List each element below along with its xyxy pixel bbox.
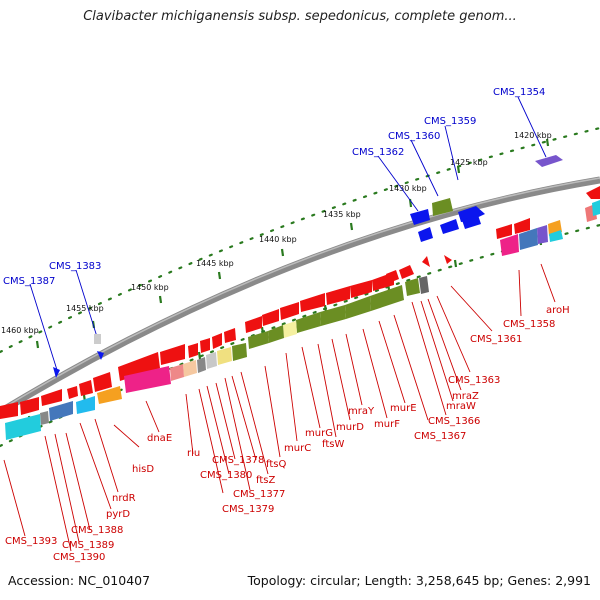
label-cms1379: CMS_1379 — [222, 504, 274, 515]
topology-summary: Topology: circular; Length: 3,258,645 bp… — [247, 573, 591, 588]
gene-cms1362 — [410, 209, 430, 225]
label-rlu: rlu — [187, 448, 200, 459]
gene-cms1387-arrow — [53, 367, 60, 378]
label-cms1354: CMS_1354 — [493, 87, 545, 98]
label-mraZ: mraZ — [452, 391, 479, 402]
label-cms1361: CMS_1361 — [470, 334, 522, 345]
label-cms1366: CMS_1366 — [428, 416, 480, 427]
label-cms1362: CMS_1362 — [352, 147, 404, 158]
label-murG: murG — [305, 428, 333, 439]
gene-cms1383 — [94, 334, 101, 344]
label-ftsZ: ftsZ — [256, 475, 275, 486]
label-cms1389: CMS_1389 — [62, 540, 114, 551]
label-cms1359: CMS_1359 — [424, 116, 476, 127]
ruler-tick-labels: 1420 kbp 1425 kbp 1430 kbp 1435 kbp 1440… — [1, 131, 552, 335]
label-cms1360: CMS_1360 — [388, 131, 440, 142]
label-murE: murE — [390, 403, 417, 414]
tick-label-1450: 1450 kbp — [131, 283, 169, 292]
label-cms1387: CMS_1387 — [3, 276, 55, 287]
label-mraY: mraY — [348, 406, 375, 417]
label-murD: murD — [336, 422, 364, 433]
blue-gene-labels: CMS_1354 CMS_1359 CMS_1360 CMS_1362 CMS_… — [3, 87, 545, 287]
forward-strand-genes — [53, 155, 563, 378]
tick-label-1455: 1455 kbp — [66, 304, 104, 313]
tick-label-1430: 1430 kbp — [389, 184, 427, 193]
label-cms1390: CMS_1390 — [53, 552, 105, 563]
label-pyrD: pyrD — [106, 509, 130, 520]
label-cms1363: CMS_1363 — [448, 375, 500, 386]
label-mraW: mraW — [446, 401, 476, 412]
label-cms1393: CMS_1393 — [5, 536, 57, 547]
label-murC: murC — [284, 443, 311, 454]
gene-cms1360 — [458, 206, 485, 222]
tick-label-1425: 1425 kbp — [450, 158, 488, 167]
red-leader-lines — [3, 263, 556, 552]
tick-label-1435: 1435 kbp — [323, 210, 361, 219]
label-cms1378: CMS_1378 — [212, 455, 264, 466]
label-cms1377: CMS_1377 — [233, 489, 285, 500]
blue-leader-lines — [29, 96, 547, 371]
label-nrdR: nrdR — [112, 493, 136, 504]
gene-cms1383-arrow — [97, 351, 104, 360]
label-murF: murF — [374, 419, 400, 430]
label-aroH: aroH — [546, 305, 570, 316]
label-dnaE: dnaE — [147, 433, 172, 444]
gene-cms1359 — [432, 198, 453, 216]
gene-small-blue-a — [418, 227, 433, 242]
accession-text: Accession: NC_010407 — [8, 573, 151, 588]
gene-small-blue-c — [462, 215, 481, 229]
label-cms1380: CMS_1380 — [200, 470, 252, 481]
tick-label-1440: 1440 kbp — [259, 235, 297, 244]
genome-backbone — [0, 176, 600, 415]
label-cms1358: CMS_1358 — [503, 319, 555, 330]
tick-label-1420: 1420 kbp — [514, 131, 552, 140]
label-cms1388: CMS_1388 — [71, 525, 123, 536]
tick-label-1445: 1445 kbp — [196, 259, 234, 268]
map-title: Clavibacter michiganensis subsp. sepedon… — [83, 9, 517, 24]
gene-small-blue-b — [440, 219, 459, 234]
tick-label-1460: 1460 kbp — [1, 326, 39, 335]
label-cms1367: CMS_1367 — [414, 431, 466, 442]
gene-cms1354 — [535, 155, 563, 167]
label-hisD: hisD — [132, 464, 154, 475]
label-ftsQ: ftsQ — [266, 459, 286, 470]
reverse-strand-genes-red — [0, 186, 600, 419]
red-gene-labels: aroH CMS_1358 CMS_1361 CMS_1363 mraZ mra… — [5, 305, 570, 563]
label-cms1383: CMS_1383 — [49, 261, 101, 272]
reverse-strand-genes-mixed — [5, 200, 600, 440]
label-ftsW: ftsW — [322, 439, 344, 450]
